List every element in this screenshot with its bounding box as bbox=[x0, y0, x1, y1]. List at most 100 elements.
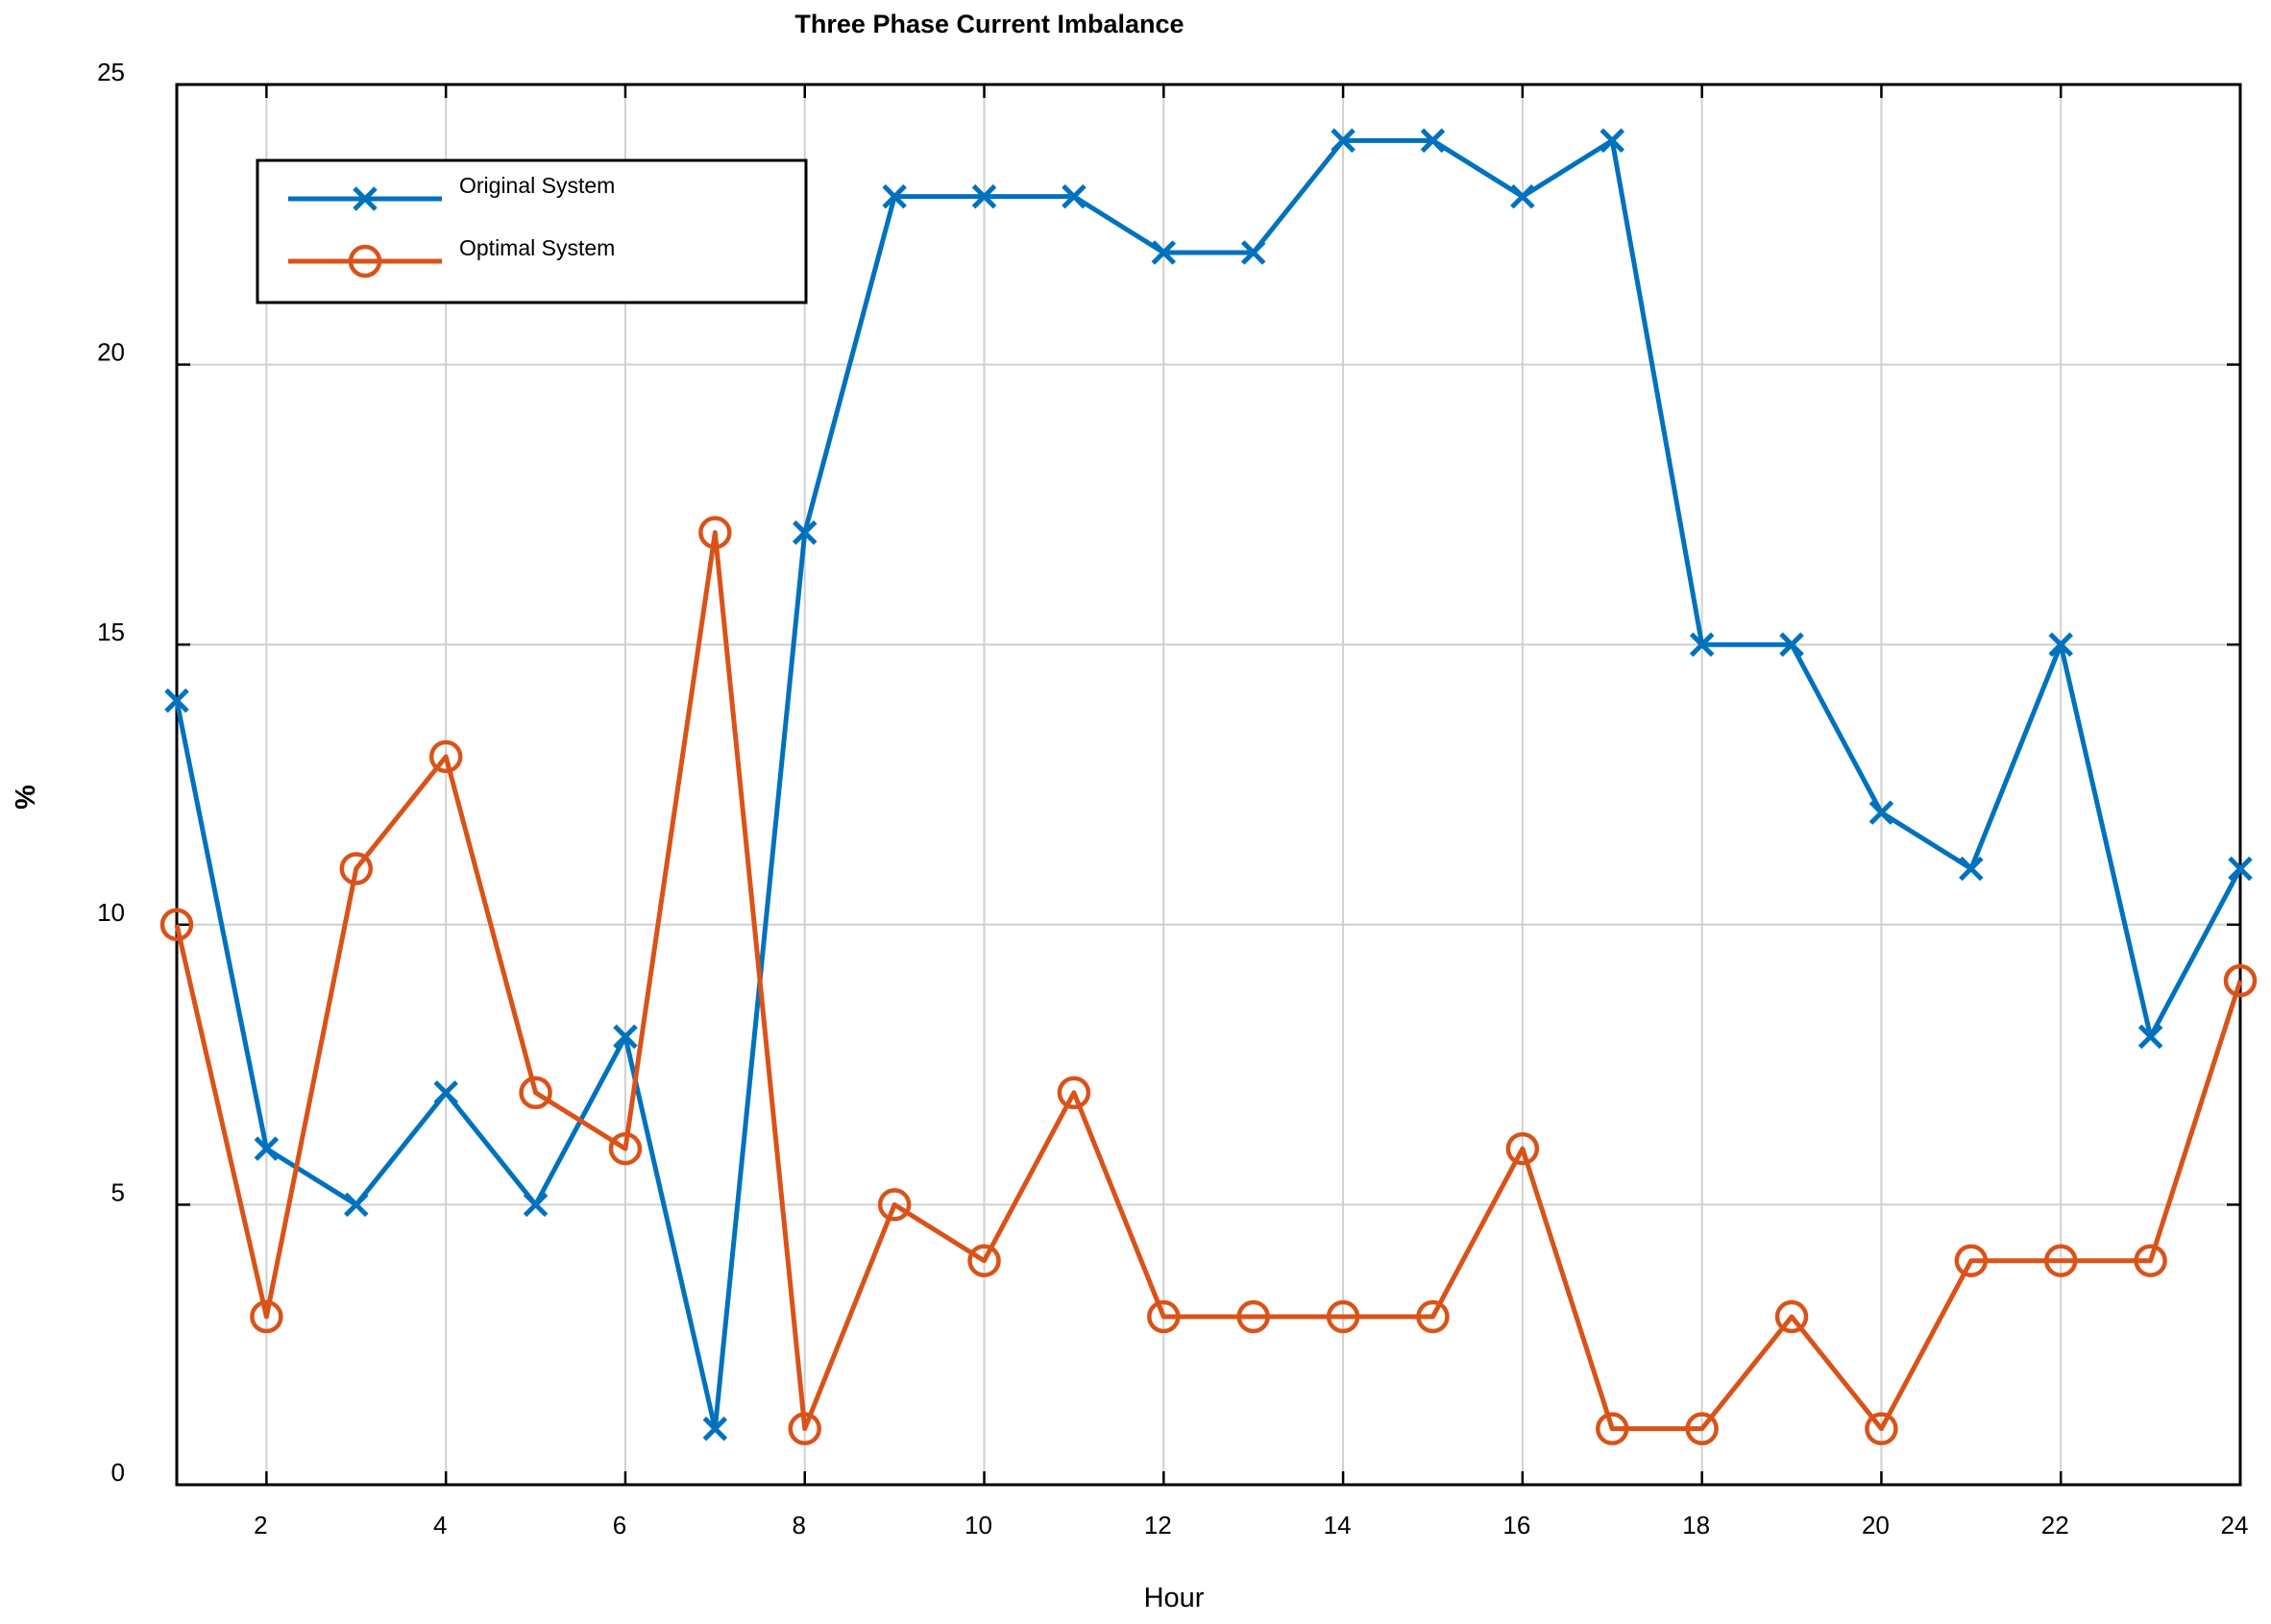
y-tick-label: 25 bbox=[97, 58, 125, 86]
marker-stroke bbox=[2048, 632, 2073, 657]
x-tick-label: 10 bbox=[965, 1511, 992, 1539]
grid-lines bbox=[177, 85, 2240, 1485]
legend-label-optimal-system: Optimal System bbox=[459, 235, 615, 260]
original-system-point bbox=[2048, 632, 2073, 657]
optimal-system-point bbox=[1685, 1412, 1719, 1445]
marker-stroke bbox=[2228, 856, 2253, 882]
optimal-system-point bbox=[2043, 1244, 2078, 1277]
legend-marker-optimal-system bbox=[348, 244, 382, 279]
marker-stroke bbox=[971, 183, 997, 209]
x-tick-label: 20 bbox=[1862, 1511, 1890, 1539]
original-system-point bbox=[523, 1192, 549, 1218]
optimal-system-series bbox=[159, 516, 2258, 1445]
original-system-point bbox=[2228, 856, 2253, 882]
original-system-point bbox=[1240, 240, 1266, 265]
original-system-point bbox=[1151, 240, 1177, 265]
original-system-point bbox=[882, 183, 907, 209]
y-axis-label: % bbox=[11, 785, 41, 810]
original-system-point bbox=[1689, 632, 1715, 657]
x-axis-label: Hour bbox=[1144, 1583, 1205, 1613]
optimal-system-point bbox=[1236, 1299, 1270, 1334]
marker-stroke bbox=[164, 688, 189, 714]
plot-frame bbox=[175, 83, 2242, 1487]
optimal-system-line bbox=[174, 530, 2243, 1432]
optimal-system-point bbox=[1057, 1076, 1091, 1110]
x-tick-label: 14 bbox=[1324, 1511, 1352, 1539]
marker-stroke bbox=[882, 183, 907, 209]
marker-stroke bbox=[702, 1416, 728, 1442]
marker-stroke bbox=[254, 1136, 280, 1161]
optimal-system-point bbox=[1954, 1244, 1989, 1277]
optimal-system-point bbox=[1596, 1412, 1629, 1445]
marker-stroke bbox=[353, 186, 378, 211]
original-system-point bbox=[344, 1192, 369, 1218]
optimal-system-point bbox=[1147, 1299, 1181, 1334]
x-tick-label: 4 bbox=[433, 1511, 447, 1539]
marker-stroke bbox=[523, 1192, 549, 1218]
original-system-point bbox=[702, 1416, 728, 1442]
original-system-point bbox=[971, 183, 997, 209]
optimal-system-point bbox=[1416, 1299, 1450, 1334]
optimal-system-point bbox=[2134, 1244, 2167, 1277]
original-system-point bbox=[164, 688, 189, 714]
original-system-point bbox=[2137, 1024, 2163, 1050]
chart-title: Three Phase Current Imbalance bbox=[794, 10, 1184, 38]
legend: Original System Optimal System bbox=[256, 158, 808, 304]
original-system-point bbox=[433, 1079, 458, 1105]
optimal-system-point bbox=[339, 852, 374, 885]
marker-stroke bbox=[1331, 128, 1355, 154]
original-system-point bbox=[1868, 800, 1894, 825]
optimal-system-point bbox=[2223, 963, 2258, 998]
y-tick-label: 0 bbox=[111, 1458, 125, 1487]
optimal-system-point bbox=[1505, 1131, 1540, 1166]
marker-stroke bbox=[1151, 240, 1177, 265]
x-tick-label: 12 bbox=[1144, 1511, 1172, 1539]
original-system-point bbox=[1062, 183, 1087, 209]
marker-stroke bbox=[433, 1079, 458, 1105]
marker-stroke bbox=[1240, 240, 1266, 265]
optimal-system-point bbox=[698, 516, 732, 549]
x-tick-label: 8 bbox=[793, 1511, 806, 1539]
marker-stroke bbox=[1689, 632, 1715, 657]
x-tick-label: 24 bbox=[2221, 1511, 2249, 1539]
optimal-system-point bbox=[1865, 1412, 1898, 1445]
optimal-system-point bbox=[608, 1131, 643, 1166]
marker-stroke bbox=[1062, 183, 1087, 209]
original-system-point bbox=[1331, 128, 1355, 154]
marker-stroke bbox=[1868, 800, 1894, 825]
x-tick-label: 18 bbox=[1682, 1511, 1710, 1539]
optimal-system-point bbox=[788, 1412, 821, 1445]
original-system-point bbox=[1779, 632, 1804, 657]
y-tick-label: 20 bbox=[97, 338, 125, 367]
original-system-point bbox=[613, 1024, 638, 1050]
optimal-system-point bbox=[967, 1244, 1001, 1277]
marker-stroke bbox=[1599, 128, 1625, 154]
x-tick-label: 6 bbox=[613, 1511, 626, 1539]
original-system-point bbox=[254, 1136, 280, 1161]
marker-stroke bbox=[1779, 632, 1804, 657]
marker-stroke bbox=[1510, 183, 1535, 209]
optimal-system-point bbox=[1774, 1299, 1809, 1334]
optimal-system-point bbox=[1326, 1299, 1360, 1334]
original-system-point bbox=[1599, 128, 1625, 154]
optimal-system-point bbox=[159, 908, 194, 942]
legend-marker-original-system bbox=[353, 186, 378, 211]
marker-stroke bbox=[792, 520, 818, 545]
optimal-system-point bbox=[519, 1076, 552, 1110]
x-tick-label: 16 bbox=[1502, 1511, 1530, 1539]
marker-stroke bbox=[613, 1024, 638, 1050]
original-system-series bbox=[164, 128, 2253, 1442]
series-layer bbox=[159, 128, 2258, 1445]
original-system-point bbox=[792, 520, 818, 545]
marker-stroke bbox=[2137, 1024, 2163, 1050]
y-tick-label: 5 bbox=[111, 1177, 125, 1206]
x-tick-label: 2 bbox=[254, 1511, 267, 1539]
y-tick-label: 15 bbox=[97, 618, 125, 646]
marker-stroke bbox=[1959, 856, 1984, 882]
marker-stroke bbox=[1420, 128, 1446, 154]
optimal-system-point bbox=[250, 1299, 283, 1334]
original-system-point bbox=[1510, 183, 1535, 209]
legend-label-original-system: Original System bbox=[459, 173, 615, 198]
